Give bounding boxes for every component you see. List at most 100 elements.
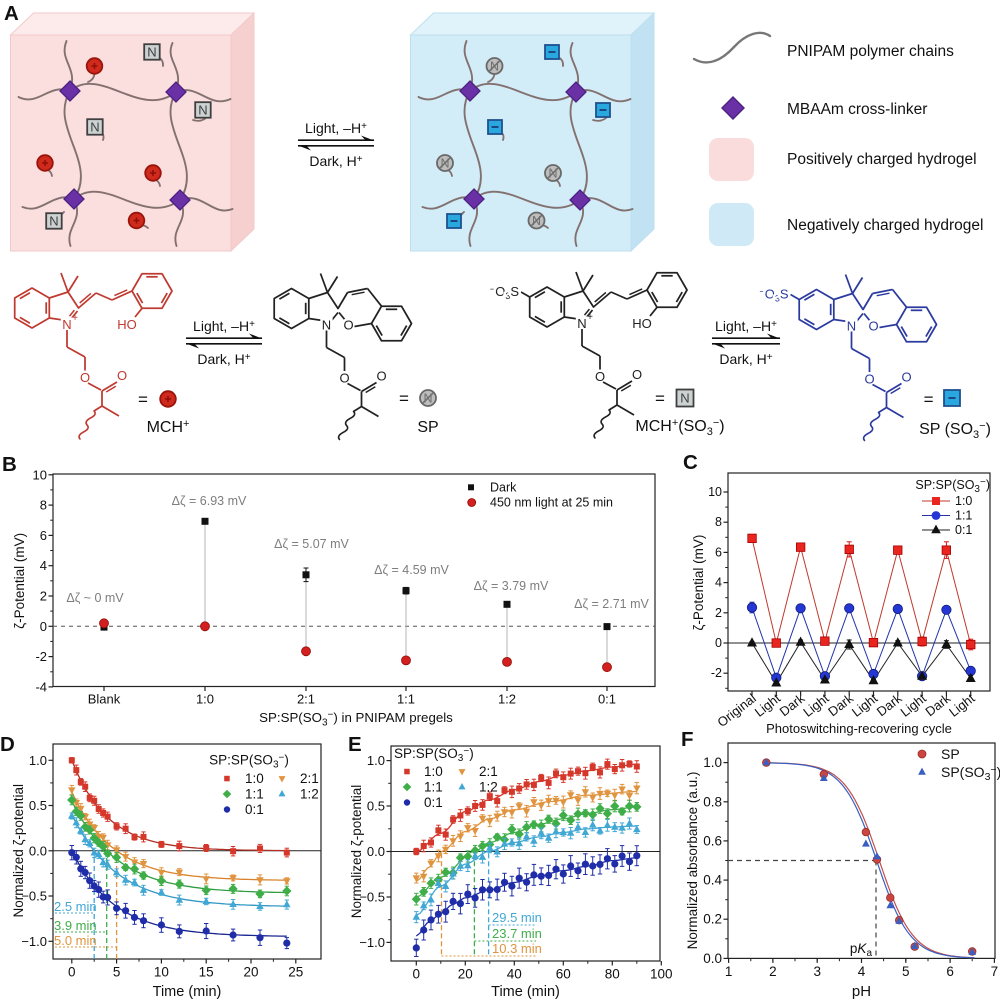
svg-text:2:1: 2:1 bbox=[479, 764, 498, 779]
svg-text:10.3 min: 10.3 min bbox=[492, 941, 542, 956]
svg-text:0.0: 0.0 bbox=[29, 843, 47, 858]
svg-text:-4: -4 bbox=[35, 679, 47, 694]
svg-text:0.5: 0.5 bbox=[367, 799, 385, 814]
svg-text:MCH+(SO3−): MCH+(SO3−) bbox=[635, 417, 724, 438]
svg-text:Dark, H+: Dark, H+ bbox=[309, 153, 362, 169]
svg-text:N: N bbox=[680, 391, 689, 406]
svg-text:4: 4 bbox=[40, 558, 47, 573]
svg-text:0.6: 0.6 bbox=[703, 833, 722, 848]
svg-text:N: N bbox=[577, 316, 586, 331]
svg-text:Time (min): Time (min) bbox=[153, 984, 222, 1000]
svg-text:0.8: 0.8 bbox=[703, 794, 722, 809]
svg-text:C: C bbox=[683, 451, 698, 474]
svg-text:SP:SP(SO3−): SP:SP(SO3−) bbox=[394, 746, 474, 764]
svg-text:5: 5 bbox=[113, 965, 121, 980]
svg-text:3.9 min: 3.9 min bbox=[54, 918, 97, 933]
svg-text:1.0: 1.0 bbox=[367, 753, 385, 768]
svg-text:1:1: 1:1 bbox=[397, 692, 415, 707]
svg-text:Normalized absorbance (a.u.): Normalized absorbance (a.u.) bbox=[685, 772, 700, 950]
svg-text:8: 8 bbox=[715, 515, 722, 529]
svg-text:1:1: 1:1 bbox=[955, 509, 972, 523]
svg-text:SP (SO3−): SP (SO3−) bbox=[919, 420, 991, 441]
svg-text:−0.5: −0.5 bbox=[359, 890, 385, 905]
svg-text:0:1: 0:1 bbox=[424, 795, 443, 810]
svg-text:F: F bbox=[681, 728, 694, 751]
svg-text:Δζ ~ 0 mV: Δζ ~ 0 mV bbox=[66, 591, 124, 605]
svg-text:Light, –H+: Light, –H+ bbox=[193, 318, 255, 334]
svg-text:Light, –H+: Light, –H+ bbox=[305, 120, 367, 136]
svg-text:1:0: 1:0 bbox=[245, 771, 264, 786]
svg-text:0.4: 0.4 bbox=[703, 873, 722, 888]
svg-text:SP:SP(SO3−): SP:SP(SO3−) bbox=[915, 477, 990, 495]
svg-text:Δζ = 5.07 mV: Δζ = 5.07 mV bbox=[274, 537, 349, 551]
svg-text:0:1: 0:1 bbox=[598, 692, 616, 707]
svg-text:E: E bbox=[348, 733, 362, 756]
svg-text:N: N bbox=[322, 318, 331, 333]
svg-text:=: = bbox=[655, 389, 665, 408]
svg-text:O: O bbox=[343, 318, 353, 333]
svg-text:4: 4 bbox=[858, 964, 866, 979]
svg-text:10: 10 bbox=[708, 485, 722, 499]
svg-text:SP: SP bbox=[417, 419, 438, 436]
svg-text:60: 60 bbox=[556, 967, 571, 982]
svg-text:6: 6 bbox=[715, 545, 722, 559]
svg-text:N: N bbox=[49, 214, 58, 229]
svg-text:O: O bbox=[117, 368, 127, 383]
svg-text:SP:SP(SO3−): SP:SP(SO3−) bbox=[209, 753, 289, 771]
svg-text:O: O bbox=[376, 369, 386, 384]
svg-text:N: N bbox=[198, 103, 207, 118]
svg-text:25: 25 bbox=[288, 965, 303, 980]
svg-text:Δζ = 6.93 mV: Δζ = 6.93 mV bbox=[172, 494, 247, 508]
svg-text:+: + bbox=[72, 313, 78, 324]
svg-text:1.0: 1.0 bbox=[29, 753, 47, 768]
svg-text:1:2: 1:2 bbox=[479, 780, 498, 795]
svg-text:A: A bbox=[4, 2, 19, 25]
svg-text:20: 20 bbox=[458, 967, 473, 982]
svg-text:D: D bbox=[0, 733, 15, 756]
svg-text:=: = bbox=[138, 390, 148, 409]
svg-text:SP: SP bbox=[941, 746, 960, 762]
svg-text:29.5 min: 29.5 min bbox=[492, 910, 542, 925]
svg-text:0.2: 0.2 bbox=[703, 912, 722, 927]
svg-text:40: 40 bbox=[507, 967, 522, 982]
svg-text:0.5: 0.5 bbox=[29, 798, 47, 813]
svg-text:1:0: 1:0 bbox=[196, 692, 214, 707]
svg-text:1:2: 1:2 bbox=[300, 787, 319, 802]
svg-text:−O3S: −O3S bbox=[759, 287, 788, 304]
svg-text:0:1: 0:1 bbox=[245, 802, 264, 817]
svg-text:Dark, H+: Dark, H+ bbox=[719, 351, 772, 367]
svg-text:Normalized ζ-potential: Normalized ζ-potential bbox=[11, 784, 26, 918]
svg-text:6: 6 bbox=[946, 964, 954, 979]
svg-text:2:1: 2:1 bbox=[297, 692, 315, 707]
svg-text:−0.5: −0.5 bbox=[21, 889, 47, 904]
svg-text:Δζ = 2.71 mV: Δζ = 2.71 mV bbox=[574, 597, 649, 611]
svg-text:0: 0 bbox=[40, 619, 47, 634]
svg-text:23.7 min: 23.7 min bbox=[492, 926, 542, 941]
svg-text:Δζ = 3.79 mV: Δζ = 3.79 mV bbox=[474, 579, 549, 593]
svg-text:=: = bbox=[924, 390, 934, 409]
svg-text:20: 20 bbox=[243, 965, 258, 980]
svg-text:2: 2 bbox=[715, 606, 722, 620]
svg-text:4: 4 bbox=[715, 576, 722, 590]
svg-text:=: = bbox=[399, 389, 409, 408]
svg-text:O: O bbox=[632, 367, 642, 382]
svg-text:O: O bbox=[901, 370, 911, 385]
svg-text:2.5 min: 2.5 min bbox=[54, 899, 97, 914]
svg-text:1:0: 1:0 bbox=[955, 494, 972, 508]
svg-text:2: 2 bbox=[40, 589, 47, 604]
svg-text:pH: pH bbox=[852, 983, 871, 1000]
svg-text:N: N bbox=[847, 319, 856, 334]
svg-text:0.0: 0.0 bbox=[367, 844, 385, 859]
svg-text:PNIPAM polymer chains: PNIPAM polymer chains bbox=[787, 43, 954, 60]
svg-text:Light, –H+: Light, –H+ bbox=[715, 318, 777, 334]
svg-text:-2: -2 bbox=[711, 666, 722, 680]
svg-text:1: 1 bbox=[725, 964, 733, 979]
svg-text:N: N bbox=[90, 120, 99, 135]
svg-text:0:1: 0:1 bbox=[955, 523, 972, 537]
svg-text:O: O bbox=[868, 319, 878, 334]
svg-text:Blank: Blank bbox=[88, 692, 121, 707]
svg-text:ζ-Potential (mV): ζ-Potential (mV) bbox=[12, 533, 27, 629]
svg-text:Dark, H+: Dark, H+ bbox=[197, 351, 250, 367]
svg-text:−1.0: −1.0 bbox=[21, 934, 47, 949]
svg-text:5.0 min: 5.0 min bbox=[54, 933, 97, 948]
